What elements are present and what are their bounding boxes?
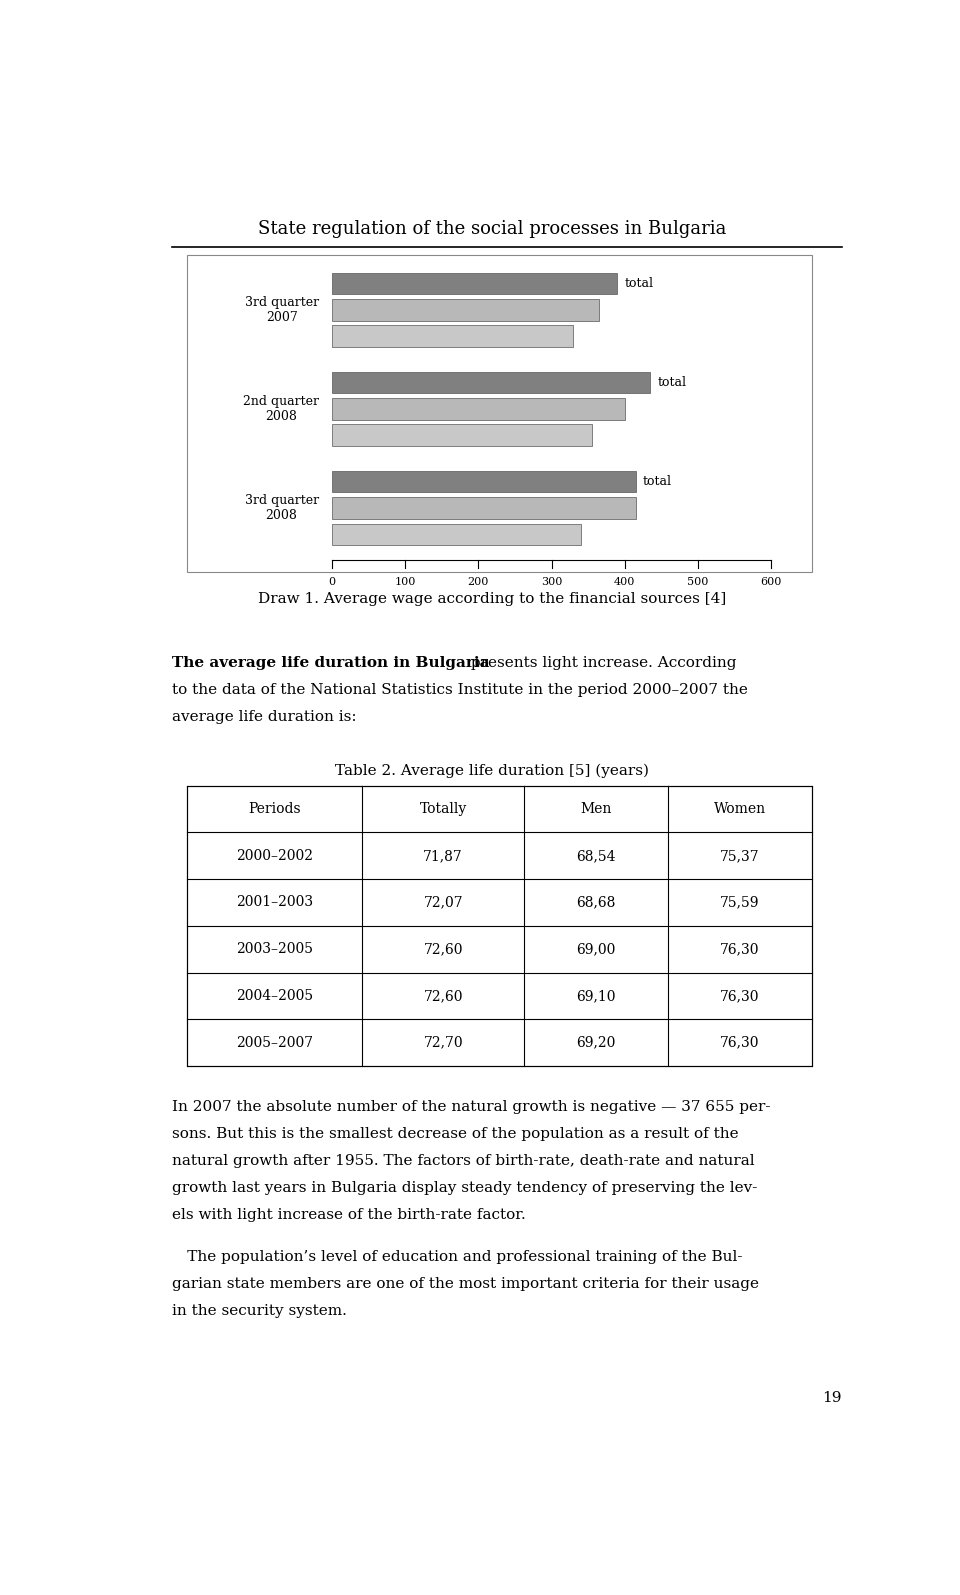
Text: The average life duration in Bulgaria: The average life duration in Bulgaria <box>172 656 490 670</box>
Text: total: total <box>658 376 686 389</box>
Text: natural growth after 1955. The factors of birth-rate, death-rate and natural: natural growth after 1955. The factors o… <box>172 1155 755 1168</box>
Text: 68,54: 68,54 <box>577 849 616 863</box>
Text: 2005–2007: 2005–2007 <box>236 1035 313 1050</box>
Text: 2003–2005: 2003–2005 <box>236 943 313 955</box>
Bar <box>187 786 812 1065</box>
Bar <box>187 255 812 573</box>
Text: 100: 100 <box>395 577 416 587</box>
Text: 2001–2003: 2001–2003 <box>236 895 313 909</box>
Text: 300: 300 <box>540 577 563 587</box>
Bar <box>332 372 650 394</box>
Bar <box>332 298 599 321</box>
Bar <box>332 471 636 493</box>
Text: els with light increase of the birth-rate factor.: els with light increase of the birth-rat… <box>172 1209 526 1222</box>
Text: In 2007 the absolute number of the natural growth is negative — 37 655 per-: In 2007 the absolute number of the natur… <box>172 1101 771 1115</box>
Bar <box>332 399 625 419</box>
Text: 600: 600 <box>760 577 781 587</box>
Text: 76,30: 76,30 <box>720 943 759 955</box>
Text: 69,20: 69,20 <box>577 1035 616 1050</box>
Text: total: total <box>625 278 654 290</box>
Text: 75,59: 75,59 <box>720 895 759 909</box>
Text: 69,00: 69,00 <box>577 943 616 955</box>
Bar <box>332 498 636 518</box>
Text: 72,60: 72,60 <box>423 989 463 1003</box>
Text: presents light increase. According: presents light increase. According <box>466 656 736 670</box>
Text: 69,10: 69,10 <box>577 989 616 1003</box>
Text: Totally: Totally <box>420 802 467 817</box>
Bar <box>332 424 591 447</box>
Text: 75,37: 75,37 <box>720 849 760 863</box>
Text: 19: 19 <box>822 1391 842 1405</box>
Text: 76,30: 76,30 <box>720 989 759 1003</box>
Bar <box>332 523 581 545</box>
Text: 200: 200 <box>468 577 489 587</box>
Bar <box>332 325 573 348</box>
Bar <box>332 273 617 293</box>
Text: 72,60: 72,60 <box>423 943 463 955</box>
Text: 500: 500 <box>687 577 708 587</box>
Text: 2nd quarter
2008: 2nd quarter 2008 <box>243 396 319 423</box>
Text: State regulation of the social processes in Bulgaria: State regulation of the social processes… <box>258 220 726 238</box>
Text: to the data of the National Statistics Institute in the period 2000–2007 the: to the data of the National Statistics I… <box>172 683 748 697</box>
Text: 72,07: 72,07 <box>423 895 463 909</box>
Text: average life duration is:: average life duration is: <box>172 710 357 724</box>
Text: 71,87: 71,87 <box>423 849 463 863</box>
Text: Women: Women <box>714 802 766 817</box>
Text: Periods: Periods <box>248 802 300 817</box>
Text: total: total <box>643 475 672 488</box>
Text: 68,68: 68,68 <box>577 895 616 909</box>
Text: Men: Men <box>581 802 612 817</box>
Text: The population’s level of education and professional training of the Bul-: The population’s level of education and … <box>172 1250 743 1265</box>
Text: growth last years in Bulgaria display steady tendency of preserving the lev-: growth last years in Bulgaria display st… <box>172 1182 757 1195</box>
Text: in the security system.: in the security system. <box>172 1305 347 1317</box>
Text: 2000–2002: 2000–2002 <box>236 849 313 863</box>
Text: garian state members are one of the most important criteria for their usage: garian state members are one of the most… <box>172 1278 759 1290</box>
Text: 3rd quarter
2008: 3rd quarter 2008 <box>245 494 319 522</box>
Text: 3rd quarter
2007: 3rd quarter 2007 <box>245 295 319 324</box>
Text: 76,30: 76,30 <box>720 1035 759 1050</box>
Text: Table 2. Average life duration [5] (years): Table 2. Average life duration [5] (year… <box>335 764 649 778</box>
Text: Draw 1. Average wage according to the financial sources [4]: Draw 1. Average wage according to the fi… <box>258 592 726 606</box>
Text: 400: 400 <box>614 577 636 587</box>
Text: sons. But this is the smallest decrease of the population as a result of the: sons. But this is the smallest decrease … <box>172 1128 738 1142</box>
Text: 0: 0 <box>328 577 336 587</box>
Text: 72,70: 72,70 <box>423 1035 463 1050</box>
Text: 2004–2005: 2004–2005 <box>236 989 313 1003</box>
